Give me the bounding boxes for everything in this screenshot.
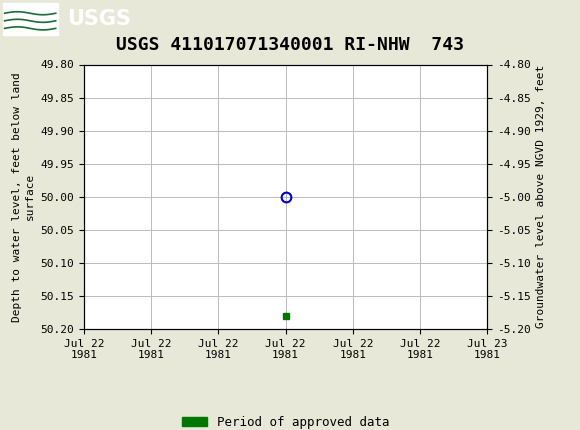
Text: USGS: USGS bbox=[67, 9, 130, 29]
Y-axis label: Groundwater level above NGVD 1929, feet: Groundwater level above NGVD 1929, feet bbox=[536, 65, 546, 329]
Text: USGS 411017071340001 RI-NHW  743: USGS 411017071340001 RI-NHW 743 bbox=[116, 36, 464, 54]
Legend: Period of approved data: Period of approved data bbox=[177, 411, 394, 430]
Y-axis label: Depth to water level, feet below land
surface: Depth to water level, feet below land su… bbox=[12, 72, 35, 322]
FancyBboxPatch shape bbox=[3, 3, 58, 35]
